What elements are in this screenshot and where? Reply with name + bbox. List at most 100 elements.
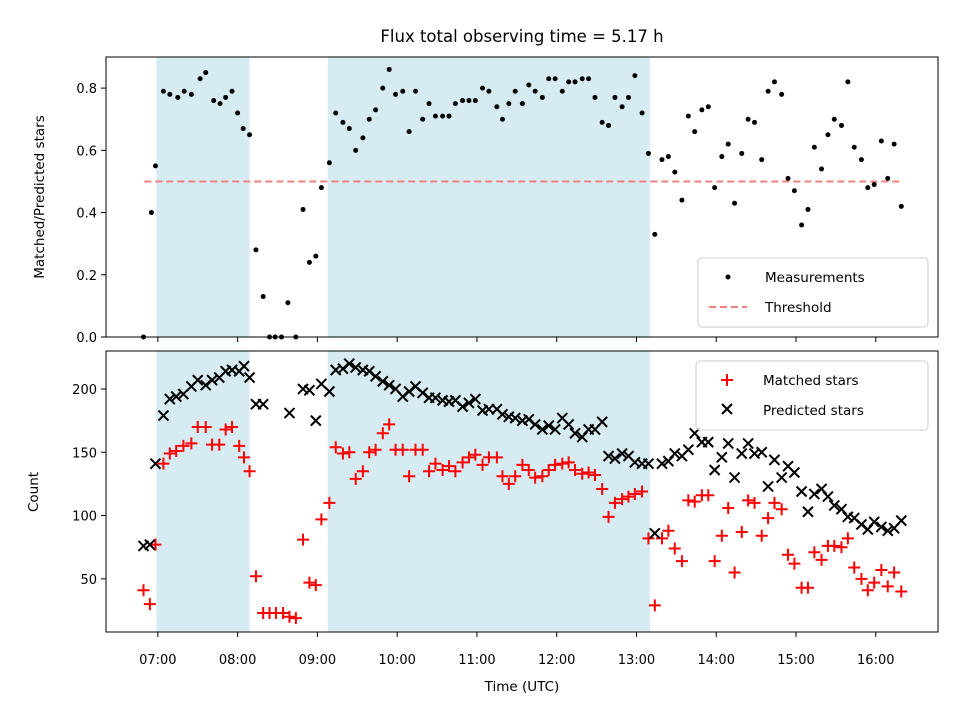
matched-point-71 [608, 496, 621, 509]
top-legend-box [697, 257, 929, 328]
matched-point-32 [349, 472, 362, 485]
predicted-point-57 [543, 419, 555, 432]
matched-point-4 [163, 447, 176, 460]
matched-point-9 [199, 420, 212, 433]
matched-point-112 [881, 580, 894, 593]
top-y-axis-label: Matched/Predicted stars [32, 115, 48, 278]
measurement-point-76 [645, 150, 651, 156]
top-panel: 0.00.20.40.60.8 Matched/Predicted stars … [32, 56, 939, 346]
matched-point-57 [516, 458, 529, 471]
matched-point-105 [835, 541, 848, 554]
matched-point-6 [177, 439, 190, 452]
measurement-point-90 [739, 150, 745, 156]
matched-point-22 [283, 610, 296, 623]
predicted-point-106 [868, 516, 880, 528]
matched-point-33 [356, 465, 369, 478]
bottom-shaded-intervals [156, 351, 651, 632]
matched-point-37 [383, 418, 396, 431]
legend-measurements-label: Measurements [765, 270, 865, 286]
matched-point-58 [522, 463, 535, 476]
predicted-point-96 [802, 506, 814, 518]
matched-point-83 [688, 495, 701, 508]
matched-point-94 [762, 512, 775, 525]
bottom-axes-frame [105, 350, 939, 633]
predicted-point-61 [569, 427, 581, 439]
matched-point-81 [675, 555, 688, 568]
measurement-point-39 [400, 88, 406, 94]
bottom-x-ticks: 07:00 08:00 09:00 10:00 11:00 12:00 13:00 14:00… [139, 632, 895, 668]
measurement-point-36 [380, 85, 386, 91]
measurement-point-47 [452, 101, 458, 107]
matched-point-14 [233, 439, 246, 452]
predicted-point-68 [616, 447, 628, 460]
xtick-label-8: 15:00 [777, 653, 814, 668]
measurement-point-31 [346, 126, 352, 132]
predicted-point-5 [170, 390, 182, 403]
predicted-point-95 [795, 485, 808, 498]
measurement-point-111 [878, 138, 884, 144]
predicted-point-76 [669, 447, 681, 460]
matched-point-109 [861, 584, 874, 597]
matched-point-2 [149, 538, 162, 551]
measurement-point-44 [432, 113, 438, 119]
matched-point-11 [213, 438, 226, 451]
bottom-ytick-label-1: 100 [72, 510, 97, 525]
predicted-point-60 [562, 418, 575, 431]
predicted-point-94 [788, 466, 801, 479]
matched-point-102 [815, 553, 828, 566]
matched-point-26 [309, 579, 322, 592]
matched-point-56 [509, 470, 522, 483]
matched-point-100 [801, 581, 814, 594]
measurement-point-75 [639, 110, 645, 116]
top-shaded-interval-1 [327, 57, 651, 337]
measurement-point-7 [188, 91, 194, 97]
predicted-point-1 [144, 538, 156, 551]
measurement-point-65 [572, 79, 578, 85]
top-shaded-intervals [156, 57, 651, 337]
measurement-point-91 [745, 116, 751, 122]
predicted-point-10 [206, 374, 218, 386]
measurement-point-42 [420, 116, 426, 122]
matched-point-98 [788, 557, 801, 570]
matched-point-111 [875, 563, 888, 576]
top-axes-frame [105, 56, 939, 338]
matched-point-21 [277, 607, 290, 620]
top-ytick-label-4: 0.8 [76, 82, 97, 97]
measurement-point-82 [685, 113, 691, 119]
measurement-point-79 [665, 154, 671, 160]
predicted-point-66 [602, 450, 615, 462]
measurement-point-86 [712, 185, 718, 191]
matched-point-95 [768, 496, 781, 509]
matched-point-49 [462, 451, 475, 464]
bottom-count-points [137, 357, 908, 625]
matched-point-63 [556, 457, 569, 470]
matched-point-60 [536, 470, 549, 483]
measurement-point-35 [373, 107, 379, 113]
measurement-point-26 [313, 253, 319, 259]
matched-point-110 [868, 576, 881, 589]
measurement-point-6 [181, 88, 187, 94]
top-x-ticks [157, 337, 877, 342]
measurement-point-92 [752, 119, 758, 125]
predicted-point-56 [536, 423, 549, 436]
measurement-point-94 [765, 88, 771, 94]
matched-point-80 [668, 542, 681, 555]
x-axis-label: Time (UTC) [484, 679, 560, 695]
matched-point-31 [343, 446, 356, 459]
matched-point-25 [303, 576, 316, 589]
predicted-point-32 [377, 375, 389, 388]
measurement-point-84 [699, 107, 705, 113]
matched-point-89 [728, 566, 741, 579]
measurement-point-55 [506, 101, 512, 107]
measurement-point-40 [406, 129, 412, 135]
predicted-point-67 [609, 452, 621, 465]
matched-point-82 [682, 494, 695, 507]
measurement-point-34 [366, 116, 372, 122]
measurement-point-56 [512, 88, 518, 94]
predicted-point-90 [762, 480, 774, 493]
measurement-point-98 [791, 188, 797, 194]
matched-point-50 [469, 448, 482, 461]
measurement-point-87 [719, 154, 725, 160]
matched-point-28 [323, 496, 336, 509]
top-measurement-points [140, 66, 904, 340]
